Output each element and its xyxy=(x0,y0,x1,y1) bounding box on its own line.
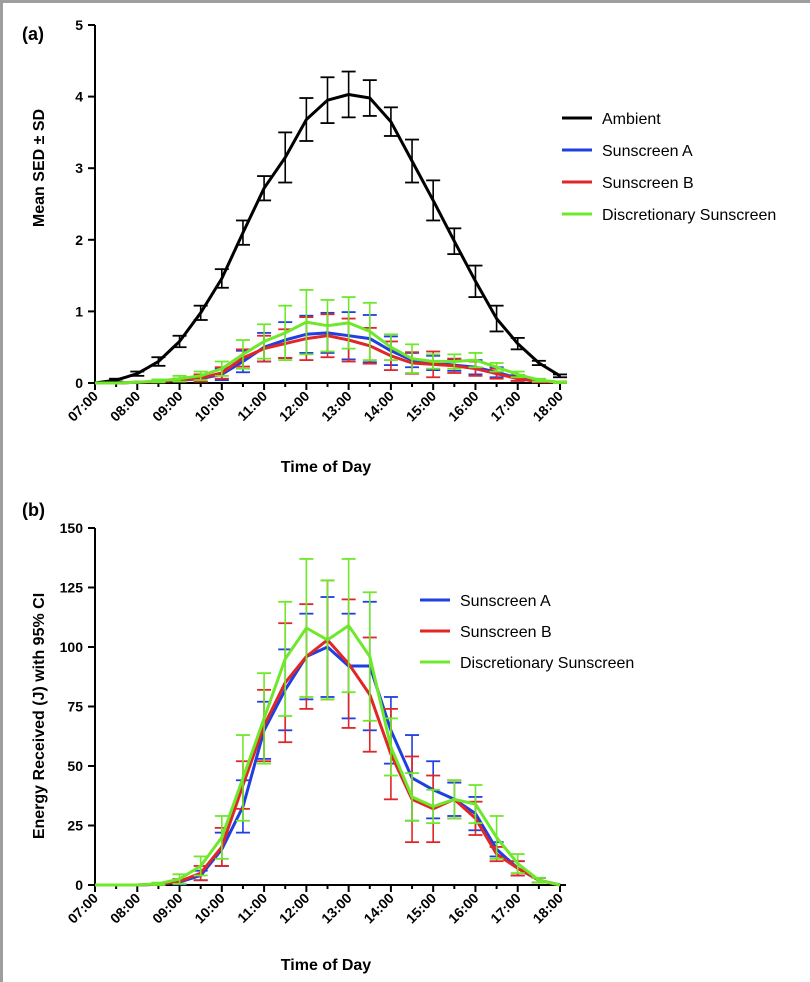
legend-label: Sunscreen A xyxy=(602,143,693,160)
panel-a-xlabel: Time of Day xyxy=(281,459,372,476)
x-tick-label: 14:00 xyxy=(360,890,397,927)
x-tick-label: 16:00 xyxy=(445,388,482,425)
panel-b-label: (b) xyxy=(22,500,45,520)
x-tick-label: 09:00 xyxy=(149,890,186,927)
panel-b-plot-area: 0 25 50 75 100 125 150 07:00 08:00 09:00 10:00 11:0… xyxy=(60,520,567,926)
series-line xyxy=(95,320,561,385)
y-tick-label: 25 xyxy=(67,818,83,834)
x-tick-label: 12:00 xyxy=(276,388,313,425)
panel-b-ylabel: Energy Received (J) with 95% CI xyxy=(31,593,48,839)
x-tick-label: 10:00 xyxy=(191,890,228,927)
panel-b: (b) Energy Received (J) with 95% CI Time… xyxy=(22,500,634,974)
panel-a-legend: Ambient Sunscreen A Sunscreen B Discretiona… xyxy=(562,111,776,224)
y-tick-label: 0 xyxy=(75,877,83,893)
x-tick-label: 11:00 xyxy=(234,388,270,424)
y-tick-label: 1 xyxy=(75,303,83,319)
x-tick-label: 08:00 xyxy=(107,388,144,425)
figure-frame-left xyxy=(0,0,3,982)
y-tick-label: 100 xyxy=(60,639,84,655)
series-discretionary-sunscreen xyxy=(95,558,561,887)
legend-label: Discretionary Sunscreen xyxy=(602,207,776,224)
legend-label: Sunscreen B xyxy=(602,175,694,192)
panel-a-ylabel: Mean SED ± SD xyxy=(31,109,48,227)
series-line xyxy=(94,93,561,385)
x-tick-label: 11:00 xyxy=(234,890,270,926)
x-tick-label: 07:00 xyxy=(64,388,101,425)
x-tick-label: 10:00 xyxy=(191,388,228,425)
x-tick-label: 18:00 xyxy=(529,388,566,425)
x-tick-label: 18:00 xyxy=(529,890,566,927)
panel-b-legend: Sunscreen A Sunscreen B Discretionary Suns… xyxy=(420,593,634,672)
x-tick-label: 09:00 xyxy=(149,388,186,425)
series-line xyxy=(95,624,561,887)
panel-a-label: (a) xyxy=(22,24,44,44)
x-tick-label: 13:00 xyxy=(318,890,355,927)
y-tick-label: 3 xyxy=(75,160,83,176)
figure-frame-top xyxy=(0,0,810,3)
x-tick-label: 16:00 xyxy=(445,890,482,927)
x-tick-label: 07:00 xyxy=(64,890,101,927)
x-tick-label: 12:00 xyxy=(276,890,313,927)
legend-label: Sunscreen A xyxy=(460,593,551,610)
x-tick-label: 15:00 xyxy=(403,890,440,927)
x-tick-label: 13:00 xyxy=(318,388,355,425)
x-tick-label: 08:00 xyxy=(107,890,144,927)
y-tick-label: 125 xyxy=(60,580,84,596)
x-tick-label: 14:00 xyxy=(360,388,397,425)
x-tick-label: 17:00 xyxy=(487,890,524,927)
panel-a-plot-area: 0 1 2 3 4 5 07:00 08:00 09:00 10:00 11:00 12:00 13:0… xyxy=(64,17,567,424)
legend-label: Ambient xyxy=(602,111,661,128)
y-tick-label: 5 xyxy=(75,17,83,33)
legend-label: Sunscreen B xyxy=(460,624,552,641)
y-tick-label: 2 xyxy=(75,232,83,248)
y-tick-label: 75 xyxy=(67,699,83,715)
series-ambient xyxy=(94,70,567,385)
series-discretionary-sunscreen xyxy=(95,289,567,385)
panel-a: (a) Mean SED ± SD Time of Day 0 1 2 3 4 5 07:0… xyxy=(22,17,776,476)
y-tick-label: 0 xyxy=(75,375,83,391)
legend-label: Discretionary Sunscreen xyxy=(460,655,634,672)
x-tick-label: 17:00 xyxy=(487,388,524,425)
y-tick-label: 4 xyxy=(75,89,83,105)
panel-b-xlabel: Time of Day xyxy=(281,957,372,974)
x-tick-label: 15:00 xyxy=(403,388,440,425)
y-tick-label: 50 xyxy=(67,758,83,774)
y-tick-label: 150 xyxy=(60,520,84,536)
